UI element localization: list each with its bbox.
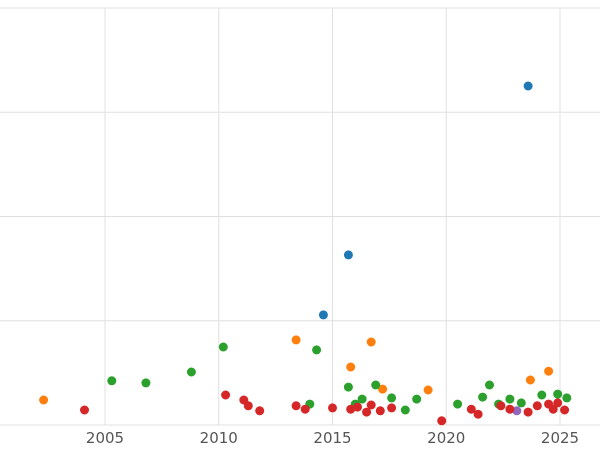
series-green-point <box>562 393 572 403</box>
series-green-point <box>478 392 488 402</box>
series-red-point <box>387 403 397 413</box>
series-green-point <box>343 382 353 392</box>
series-red-point <box>523 407 533 417</box>
series-orange-point <box>39 395 49 405</box>
series-green-point <box>107 376 117 386</box>
series-green-point <box>505 394 515 404</box>
series-orange-point <box>378 384 388 394</box>
series-blue-point <box>343 250 353 260</box>
series-red-point <box>221 390 231 400</box>
series-orange-point <box>525 375 535 385</box>
series-red-point <box>548 404 558 414</box>
series-red-point <box>346 404 356 414</box>
series-green-point <box>357 394 367 404</box>
series-blue-point <box>318 310 328 320</box>
x-tick-label: 2015 <box>313 429 351 447</box>
series-red-point <box>328 403 337 413</box>
series-red-point <box>560 405 570 415</box>
series-green-point <box>400 405 410 415</box>
x-axis-tick-labels: 2005 2010 2015 2020 2025 <box>86 429 579 447</box>
series-red-point <box>505 404 515 414</box>
series-orange-point <box>346 362 356 372</box>
series-red-point <box>473 409 483 419</box>
series-red-point <box>366 400 376 410</box>
series-orange-point <box>544 366 554 376</box>
series-green-point <box>186 367 196 377</box>
series-red-point <box>353 402 362 412</box>
series-purple-point <box>512 406 522 416</box>
series-orange-point <box>291 335 301 345</box>
x-tick-label: 2025 <box>541 429 579 447</box>
series-red-point <box>291 401 301 411</box>
series-red-point <box>532 401 542 411</box>
series-red-point <box>496 401 506 411</box>
series-orange-point <box>366 337 376 347</box>
series-blue-point <box>523 81 533 91</box>
gridlines <box>0 7 600 426</box>
series-red-point <box>80 405 89 415</box>
series-green-point <box>312 345 322 355</box>
series-red-point <box>466 404 476 414</box>
series-green-point <box>553 389 563 399</box>
series-green-point <box>537 390 547 400</box>
data-points <box>39 81 572 426</box>
series-green-point <box>485 380 494 390</box>
x-tick-label: 2010 <box>200 429 238 447</box>
series-red-point <box>300 404 310 414</box>
x-tick-label: 2005 <box>86 429 124 447</box>
series-red-point <box>243 401 253 411</box>
series-orange-point <box>423 385 433 395</box>
series-green-point <box>453 399 463 409</box>
series-red-point <box>362 407 372 417</box>
series-green-point <box>516 398 526 408</box>
series-red-point <box>255 406 265 416</box>
series-green-point <box>141 378 151 388</box>
series-green-point <box>371 380 381 390</box>
series-green-point <box>218 342 228 352</box>
series-green-point <box>387 393 397 403</box>
series-red-point <box>553 398 563 408</box>
series-red-point <box>375 406 385 416</box>
x-tick-label: 2020 <box>427 429 465 447</box>
series-red-point <box>437 416 447 426</box>
series-green-point <box>412 394 422 404</box>
